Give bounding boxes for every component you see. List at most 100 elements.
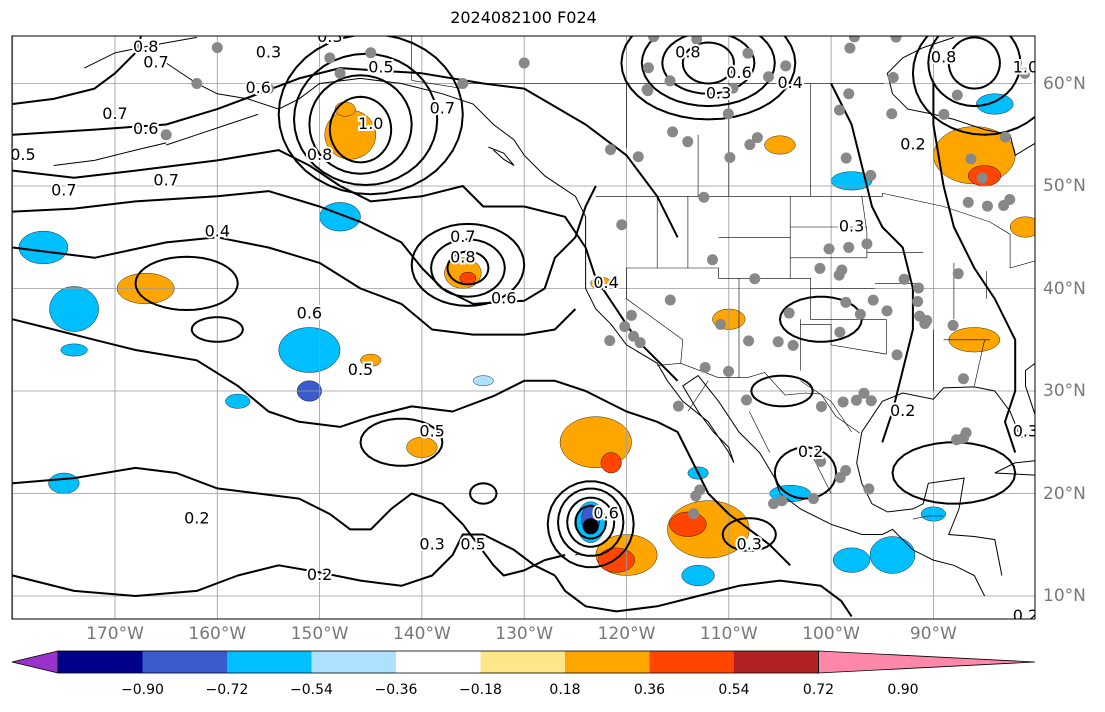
anomaly-fill-patch	[18, 230, 69, 265]
contour-label: 0.4	[205, 222, 230, 241]
longitude-label: 90°W	[909, 624, 957, 644]
contour-line	[721, 517, 777, 552]
colorbar-low-extend	[11, 650, 59, 674]
contour-label: 0.2	[900, 135, 925, 154]
station-marker	[887, 72, 899, 84]
anomaly-fill-patch	[590, 277, 612, 290]
colorbar-tick-label: 0.72	[802, 682, 835, 698]
station-marker	[965, 153, 977, 165]
colorbar-frame	[57, 650, 819, 674]
station-marker	[912, 295, 924, 307]
political-border	[411, 80, 463, 89]
contour-line	[932, 83, 1017, 453]
contour-label: 0.7	[450, 227, 475, 246]
coastline-segment	[994, 460, 1035, 476]
station-marker	[783, 307, 795, 319]
station-marker	[960, 427, 972, 439]
colorbar-bin	[396, 651, 481, 673]
station-marker	[1070, 161, 1081, 172]
anomaly-fill-patch	[334, 101, 356, 117]
coastline-segment	[856, 431, 1003, 576]
station-marker	[699, 362, 711, 374]
station-marker	[854, 308, 866, 320]
contour-label: 0.5	[460, 534, 485, 553]
contour-label: 0.5	[10, 145, 35, 164]
contour-label: 0.2	[184, 509, 209, 528]
contour-label: 0.5	[368, 58, 393, 77]
station-marker	[858, 387, 870, 399]
colorbar-bin	[142, 651, 227, 673]
contour-line	[12, 236, 577, 336]
coastline-segment	[488, 146, 515, 166]
station-marker	[641, 84, 653, 96]
station-marker	[648, 36, 660, 43]
station-marker	[742, 47, 754, 59]
contour-label: 0.4	[593, 273, 618, 292]
station-marker	[722, 108, 734, 120]
contour-label: 0.6	[133, 119, 158, 138]
station-marker	[727, 82, 739, 94]
station-marker	[947, 319, 959, 331]
anomaly-fill-patch	[60, 343, 88, 357]
station-marker	[744, 139, 756, 151]
colorbar-bin	[649, 651, 734, 673]
colorbar-tick-label: −0.18	[459, 682, 502, 698]
anomaly-fill-patch	[976, 93, 1014, 115]
station-marker	[957, 373, 969, 385]
station-marker	[1072, 308, 1083, 319]
station-marker	[763, 71, 775, 83]
contour-line	[308, 74, 413, 175]
contour-label: 0.3	[706, 83, 731, 102]
contour-label: 0.3	[419, 534, 444, 553]
station-marker	[457, 78, 469, 89]
contour-label: 0.6	[593, 504, 618, 523]
anomaly-fill-patch	[669, 511, 707, 537]
contour-line	[620, 36, 797, 121]
station-marker	[334, 67, 346, 79]
station-marker	[952, 268, 964, 280]
station-marker	[1019, 67, 1031, 79]
storm-center-marker	[582, 518, 599, 535]
anomaly-fill-patch	[278, 327, 341, 373]
colorbar-tick-label: −0.54	[290, 682, 333, 698]
contour-label: 0.7	[143, 53, 168, 72]
coastline-segment	[861, 362, 1035, 438]
political-border	[687, 380, 709, 412]
contour-line	[446, 250, 490, 286]
station-marker	[365, 47, 377, 59]
coastline-segment	[166, 113, 259, 146]
political-border	[790, 278, 887, 320]
station-marker	[865, 395, 877, 407]
station-marker	[780, 60, 792, 72]
station-marker	[642, 62, 654, 74]
station-marker	[833, 104, 845, 116]
contour-label: 0.8	[307, 145, 332, 164]
political-border	[810, 452, 832, 494]
station-marker	[768, 498, 780, 510]
contour-line	[911, 36, 1035, 136]
station-marker	[664, 294, 676, 306]
station-marker	[833, 269, 845, 281]
station-marker	[191, 78, 203, 89]
station-marker	[691, 36, 703, 45]
station-marker	[160, 129, 172, 141]
station-marker	[211, 42, 223, 54]
station-marker	[667, 126, 679, 138]
colorbar-tick-label: −0.72	[205, 682, 249, 698]
station-marker	[723, 365, 735, 377]
anomaly-fill-patch	[869, 536, 916, 574]
contour-line	[1034, 369, 1035, 371]
colorbar	[11, 650, 1036, 674]
colorbar-tick-label: −0.36	[374, 682, 418, 698]
station-marker	[1079, 458, 1090, 469]
latitude-label: 20°N	[1043, 483, 1086, 504]
contour-label: 0.8	[450, 247, 475, 266]
station-marker	[834, 472, 846, 484]
colorbar-bin	[734, 651, 819, 673]
latitude-label: 40°N	[1043, 278, 1086, 299]
station-marker	[998, 200, 1010, 212]
political-border	[595, 192, 1035, 269]
colorbar-bin	[311, 651, 396, 673]
contour-line	[134, 255, 239, 311]
longitude-label: 150°W	[290, 624, 349, 644]
